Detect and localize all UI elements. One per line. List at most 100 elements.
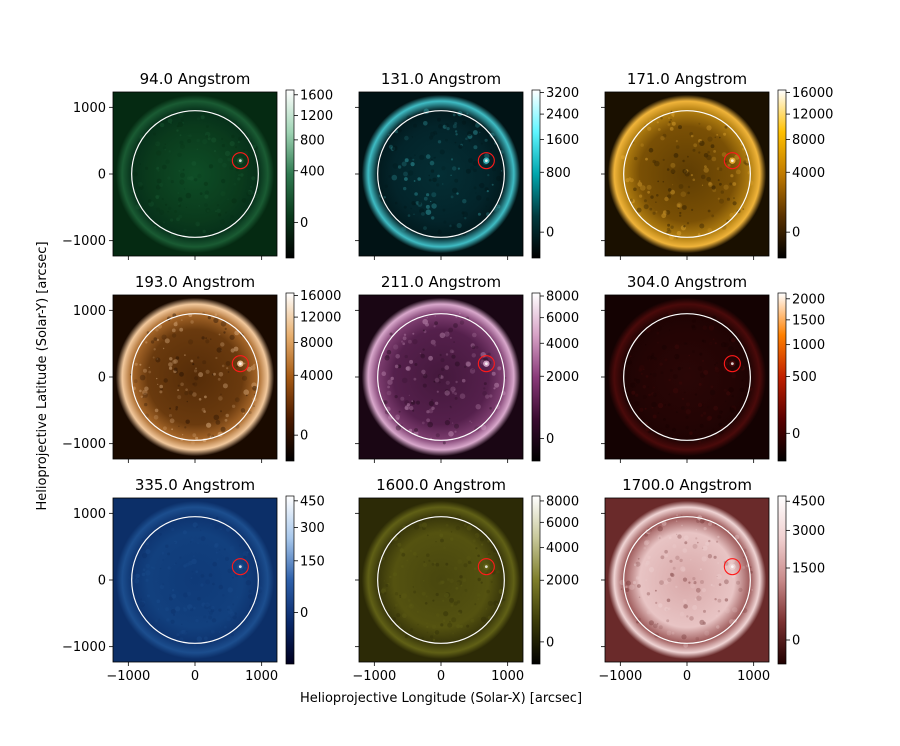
x-tick-label: 1000 xyxy=(245,669,278,684)
colorbar xyxy=(285,495,295,665)
heatmap-image xyxy=(605,498,769,662)
colorbar-tick-label: 2000 xyxy=(546,574,579,589)
colorbar-tick-label: 4000 xyxy=(546,337,579,352)
colorbar-tick-label: 2400 xyxy=(546,108,579,123)
solar-limb-circle xyxy=(377,516,505,644)
heatmap-image xyxy=(113,295,277,459)
colorbar-tick-label: 8000 xyxy=(546,290,579,305)
colorbar-tick-label: 1500 xyxy=(792,562,825,577)
colorbar-tick-label: 1600 xyxy=(300,88,333,103)
panel-1600-0: 1600.0 Angstrom −1000 0 1000 8000 6000 4000 200… xyxy=(352,476,579,684)
solar-limb-circle xyxy=(131,110,259,238)
y-tick-label: 1000 xyxy=(73,507,106,522)
colorbar-tick-label: 12000 xyxy=(300,311,341,326)
y-tick-label: 1000 xyxy=(73,304,106,319)
panel-1700-0: 1700.0 Angstrom −1000 0 1000 4500 3000 1500 0 xyxy=(598,476,825,684)
colorbar-tick-label: 16000 xyxy=(300,289,341,304)
colorbar-tick-label: 0 xyxy=(546,432,554,447)
colorbar-tick-label: 4500 xyxy=(792,495,825,510)
image-texture xyxy=(620,311,753,444)
active-region-core xyxy=(484,159,488,163)
colorbar xyxy=(531,89,541,259)
highlight-circle xyxy=(723,558,741,576)
colorbar-tick-label: 2000 xyxy=(792,292,825,307)
colorbar-tick-label: 450 xyxy=(300,494,325,509)
active-region-core xyxy=(484,565,488,569)
panel-131-0: 131.0 Angstrom 3200 2400 1600 800 0 xyxy=(355,70,579,260)
colorbar-tick-label: 150 xyxy=(300,554,325,569)
heatmap-image xyxy=(605,295,769,459)
x-tick-label: 1000 xyxy=(737,669,770,684)
solar-limb-circle xyxy=(623,110,751,238)
image-disk-emission xyxy=(359,498,523,662)
solar-limb-circle xyxy=(131,313,259,441)
colorbar-tick-label: 0 xyxy=(300,429,308,444)
colorbar-tick-label: 3200 xyxy=(546,86,579,101)
panel-title: 335.0 Angstrom xyxy=(135,476,255,494)
heatmap-image xyxy=(605,92,769,256)
highlight-circle xyxy=(723,355,741,373)
active-region-core xyxy=(484,362,488,366)
solar-limb-circle xyxy=(623,516,751,644)
panel-title: 193.0 Angstrom xyxy=(135,273,255,291)
colorbar-tick-label: 8000 xyxy=(546,494,579,509)
heatmap-image xyxy=(113,92,277,256)
heatmap-image xyxy=(359,498,523,662)
panel-title: 94.0 Angstrom xyxy=(140,70,251,88)
image-disk-emission xyxy=(359,295,523,459)
colorbar-tick-label: 0 xyxy=(792,427,800,442)
highlight-circle xyxy=(231,558,249,576)
solar-limb-circle xyxy=(623,313,751,441)
y-tick-label: 0 xyxy=(98,371,106,386)
panel-304-0: 304.0 Angstrom 2000 1500 1000 500 0 xyxy=(601,273,825,463)
panel-211-0: 211.0 Angstrom 8000 6000 4000 2000 0 xyxy=(355,273,579,463)
colorbar-tick-label: 4000 xyxy=(300,369,333,384)
y-tick-label: −1000 xyxy=(62,640,106,655)
y-tick-label: −1000 xyxy=(62,234,106,249)
x-tick-label: −1000 xyxy=(352,669,396,684)
solar-limb-circle xyxy=(377,110,505,238)
colorbar-tick-label: 3000 xyxy=(792,524,825,539)
colorbar xyxy=(531,495,541,665)
heatmap-image xyxy=(359,92,523,256)
colorbar-tick-label: 2000 xyxy=(546,370,579,385)
solar-limb-circle xyxy=(131,516,259,644)
panel-title: 211.0 Angstrom xyxy=(381,273,501,291)
colorbar-tick-label: 0 xyxy=(546,226,554,241)
colorbar-tick-label: 1000 xyxy=(792,338,825,353)
heatmap-image xyxy=(113,498,277,662)
colorbar-tick-label: 400 xyxy=(300,164,325,179)
colorbar xyxy=(285,292,295,462)
active-region-core xyxy=(238,565,242,569)
panel-title: 1700.0 Angstrom xyxy=(622,476,752,494)
colorbar-tick-label: 8000 xyxy=(300,336,333,351)
image-texture xyxy=(130,311,259,445)
highlight-circle xyxy=(723,152,741,170)
panel-171-0: 171.0 Angstrom 16000 12000 8000 4000 0 xyxy=(601,70,833,260)
panel-grid: 94.0 Angstrom10000−100016001200800400013… xyxy=(62,70,833,684)
highlight-circle xyxy=(231,152,249,170)
colorbar-tick-label: 300 xyxy=(300,521,325,536)
highlight-circle xyxy=(231,355,249,373)
panel-title: 304.0 Angstrom xyxy=(627,273,747,291)
active-region-core xyxy=(730,159,734,163)
y-tick-label: 0 xyxy=(98,168,106,183)
image-texture xyxy=(376,108,504,237)
panel-title: 131.0 Angstrom xyxy=(381,70,501,88)
image-texture xyxy=(128,514,263,647)
colorbar xyxy=(777,292,787,462)
colorbar xyxy=(285,89,295,259)
panel-335-0: 335.0 Angstrom −1000 0 1000 1000 0 −1000 450 300… xyxy=(62,476,325,684)
highlight-circle xyxy=(477,152,495,170)
colorbar-tick-label: 1200 xyxy=(300,109,333,124)
colorbar-tick-label: 1600 xyxy=(546,133,579,148)
colorbar xyxy=(777,495,787,665)
heatmap-image xyxy=(359,295,523,459)
image-disk-emission xyxy=(113,295,277,459)
colorbar-tick-label: 0 xyxy=(792,226,800,241)
colorbar-tick-label: 4000 xyxy=(546,541,579,556)
colorbar-tick-label: 8000 xyxy=(792,133,825,148)
colorbar-tick-label: 16000 xyxy=(792,86,833,101)
panel-title: 1600.0 Angstrom xyxy=(376,476,506,494)
